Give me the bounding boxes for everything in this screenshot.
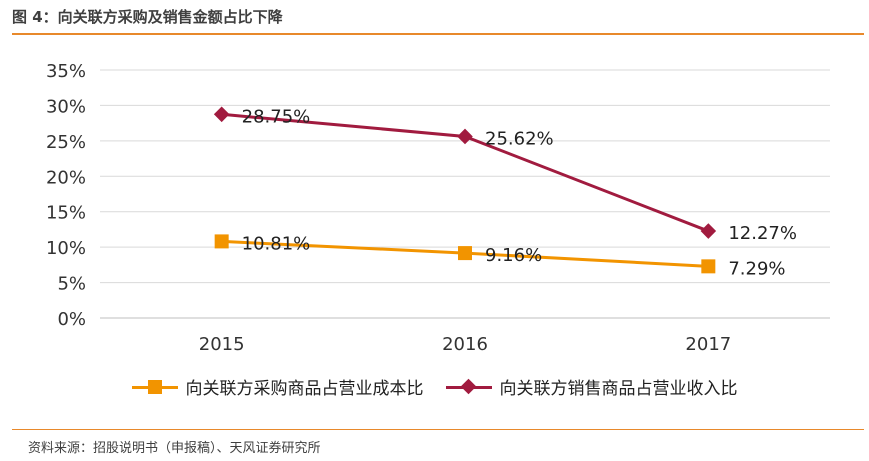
legend-label-sales: 向关联方销售商品占营业收入比 [499,379,738,399]
legend-item-purchase: 向关联方采购商品占营业成本比 [131,374,424,399]
y-tick-label: 15% [46,203,86,224]
data-label: 28.75% [242,106,311,127]
data-point-square [458,246,472,261]
data-point-square [701,259,716,274]
legend-label-purchase: 向关联方采购商品占营业成本比 [185,379,424,399]
legend-swatch-purchase [131,377,178,397]
data-point-diamond [213,106,230,123]
y-tick-label: 35% [46,61,86,82]
x-tick-label: 2016 [442,334,488,355]
figure-title: 图 4：向关联方采购及销售金额占比下降 [12,8,283,26]
data-point-diamond [700,223,717,239]
data-label: 7.29% [728,258,785,279]
y-tick-label: 30% [46,96,86,117]
data-label: 9.16% [485,245,542,266]
legend-item-sales: 向关联方销售商品占营业收入比 [445,374,738,399]
source-rule [12,429,864,430]
data-point-diamond [457,128,473,145]
x-tick-label: 2015 [199,334,245,355]
line-chart: 0% 5% 10% 15% 20% 25% 30% 35% 2015 2016 2017 10.81%… [46,61,830,355]
data-label: 10.81% [242,233,311,254]
data-label: 12.27% [728,223,797,244]
y-tick-label: 0% [57,309,86,330]
x-tick-label: 2017 [685,334,731,355]
legend-swatch-sales [445,377,492,397]
y-tick-label: 5% [57,274,86,295]
y-tick-label: 20% [46,167,86,188]
y-tick-label: 25% [46,132,86,153]
source-note: 资料来源：招股说明书（申报稿）、天风证券研究所 [28,441,321,456]
y-tick-label: 10% [46,238,86,259]
title-rule [12,33,864,35]
data-label: 25.62% [485,128,554,149]
chart-legend: 向关联方采购商品占营业成本比 向关联方销售商品占营业收入比 [0,374,869,399]
data-point-square [214,234,229,249]
